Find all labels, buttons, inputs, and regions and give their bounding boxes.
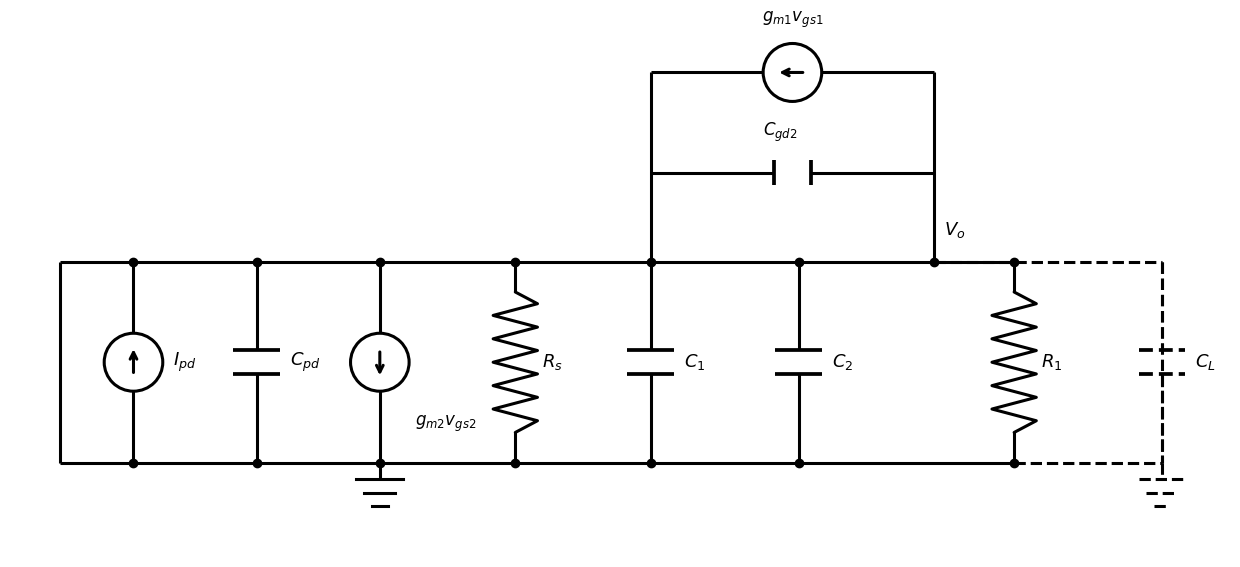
Text: $V_o$: $V_o$ bbox=[944, 219, 966, 240]
Text: $C_2$: $C_2$ bbox=[832, 352, 853, 372]
Text: $C_{pd}$: $C_{pd}$ bbox=[290, 350, 321, 374]
Text: $R_s$: $R_s$ bbox=[542, 352, 563, 372]
Text: $I_{pd}$: $I_{pd}$ bbox=[172, 350, 196, 374]
Text: $g_{m2}v_{gs2}$: $g_{m2}v_{gs2}$ bbox=[415, 413, 476, 434]
Text: $g_{m1}v_{gs1}$: $g_{m1}v_{gs1}$ bbox=[761, 9, 823, 29]
Text: $C_L$: $C_L$ bbox=[1195, 352, 1216, 372]
Text: $C_1$: $C_1$ bbox=[684, 352, 706, 372]
Text: $R_1$: $R_1$ bbox=[1042, 352, 1063, 372]
Text: $C_{gd2}$: $C_{gd2}$ bbox=[763, 120, 797, 143]
